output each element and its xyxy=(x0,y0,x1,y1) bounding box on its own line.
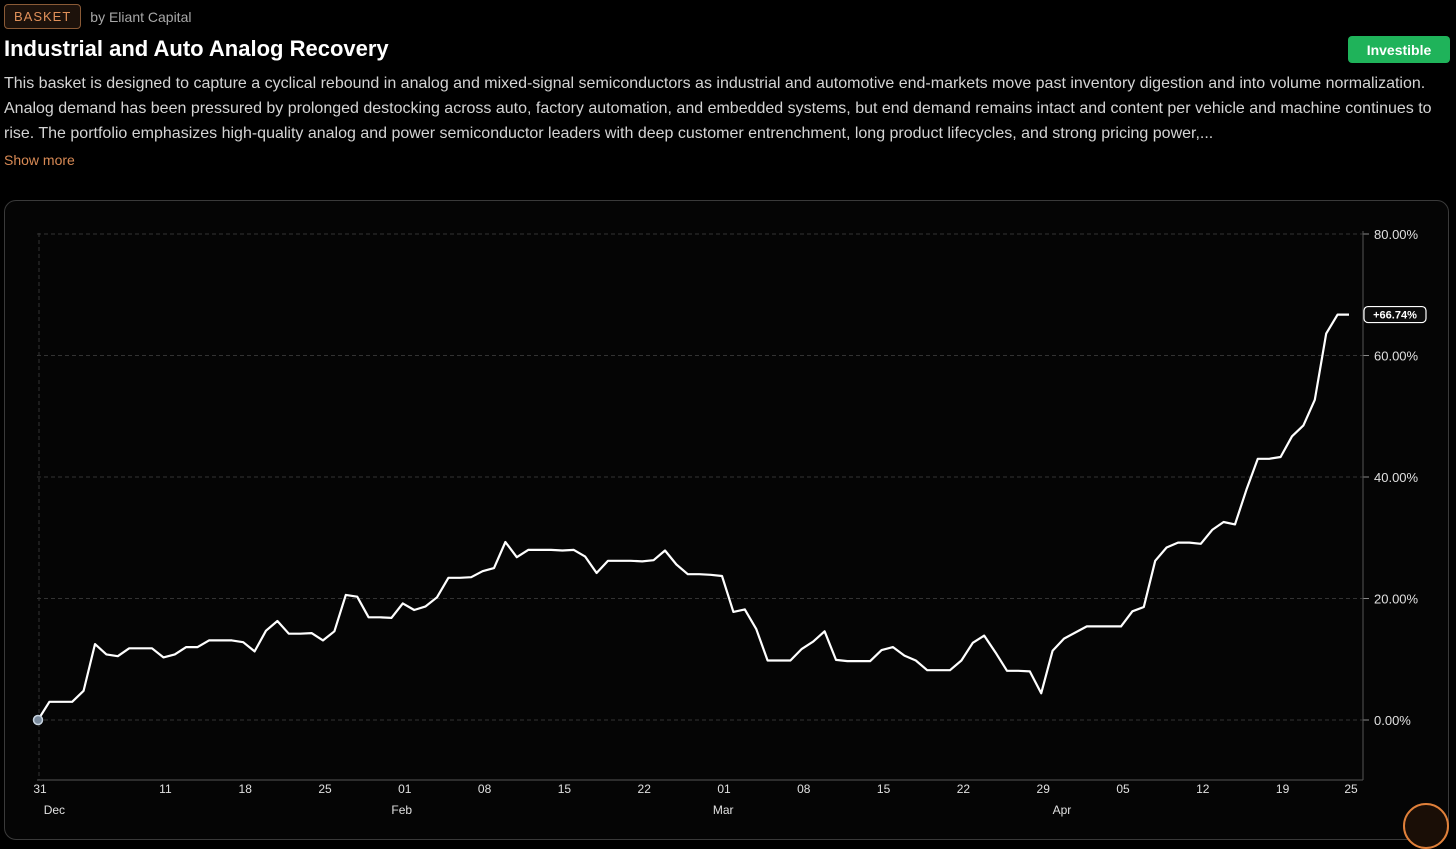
x-tick-label: 11 xyxy=(159,782,172,796)
series-line[interactable] xyxy=(37,313,1349,721)
last-value-badge xyxy=(1363,305,1427,324)
x-tick-label: 25 xyxy=(1344,782,1358,796)
x-tick-label: 22 xyxy=(957,782,971,796)
performance-chart-card: 0.00% 20.00% 40.00% 60.00% 80.00% 31 11 18 25 01 0… xyxy=(4,200,1449,840)
x-month-label: Mar xyxy=(713,803,734,817)
x-tick-label: 01 xyxy=(398,782,412,796)
y-tick-label: 20.00% xyxy=(1374,592,1419,607)
x-tick-label: 19 xyxy=(1276,782,1290,796)
x-month-label: Dec xyxy=(44,803,65,817)
x-tick-label: 22 xyxy=(638,782,652,796)
y-tick-label: 60.00% xyxy=(1374,349,1419,364)
floating-action-button[interactable] xyxy=(1403,803,1449,849)
header-meta: BASKET by Eliant Capital xyxy=(4,4,191,29)
y-tick-label: 0.00% xyxy=(1374,713,1411,728)
x-tick-label: 08 xyxy=(478,782,492,796)
x-tick-label: 18 xyxy=(239,782,253,796)
x-month-label: Feb xyxy=(391,803,412,817)
author-byline: by Eliant Capital xyxy=(90,8,192,25)
x-tick-label: 01 xyxy=(717,782,731,796)
x-tick-label: 25 xyxy=(318,782,332,796)
page-title: Industrial and Auto Analog Recovery xyxy=(4,36,389,61)
x-tick-label: 12 xyxy=(1196,782,1210,796)
x-tick-label: 31 xyxy=(33,782,47,796)
show-more-link[interactable]: Show more xyxy=(4,152,75,168)
investible-button[interactable]: Investible xyxy=(1348,36,1450,63)
x-tick-label: 15 xyxy=(558,782,572,796)
y-tick-label: 80.00% xyxy=(1374,227,1419,242)
performance-chart[interactable]: 0.00% 20.00% 40.00% 60.00% 80.00% 31 11 18 25 01 0… xyxy=(5,201,1450,841)
last-value-label: +66.74% xyxy=(1373,310,1417,322)
x-tick-label: 29 xyxy=(1037,782,1051,796)
basket-description: This basket is designed to capture a cyc… xyxy=(4,75,1432,142)
x-month-label: Apr xyxy=(1053,803,1072,817)
x-tick-label: 05 xyxy=(1116,782,1130,796)
basket-badge: BASKET xyxy=(4,4,82,29)
x-tick-label: 15 xyxy=(877,782,891,796)
y-tick-label: 40.00% xyxy=(1374,470,1419,485)
x-tick-label: 08 xyxy=(797,782,811,796)
start-point-marker xyxy=(32,714,44,726)
